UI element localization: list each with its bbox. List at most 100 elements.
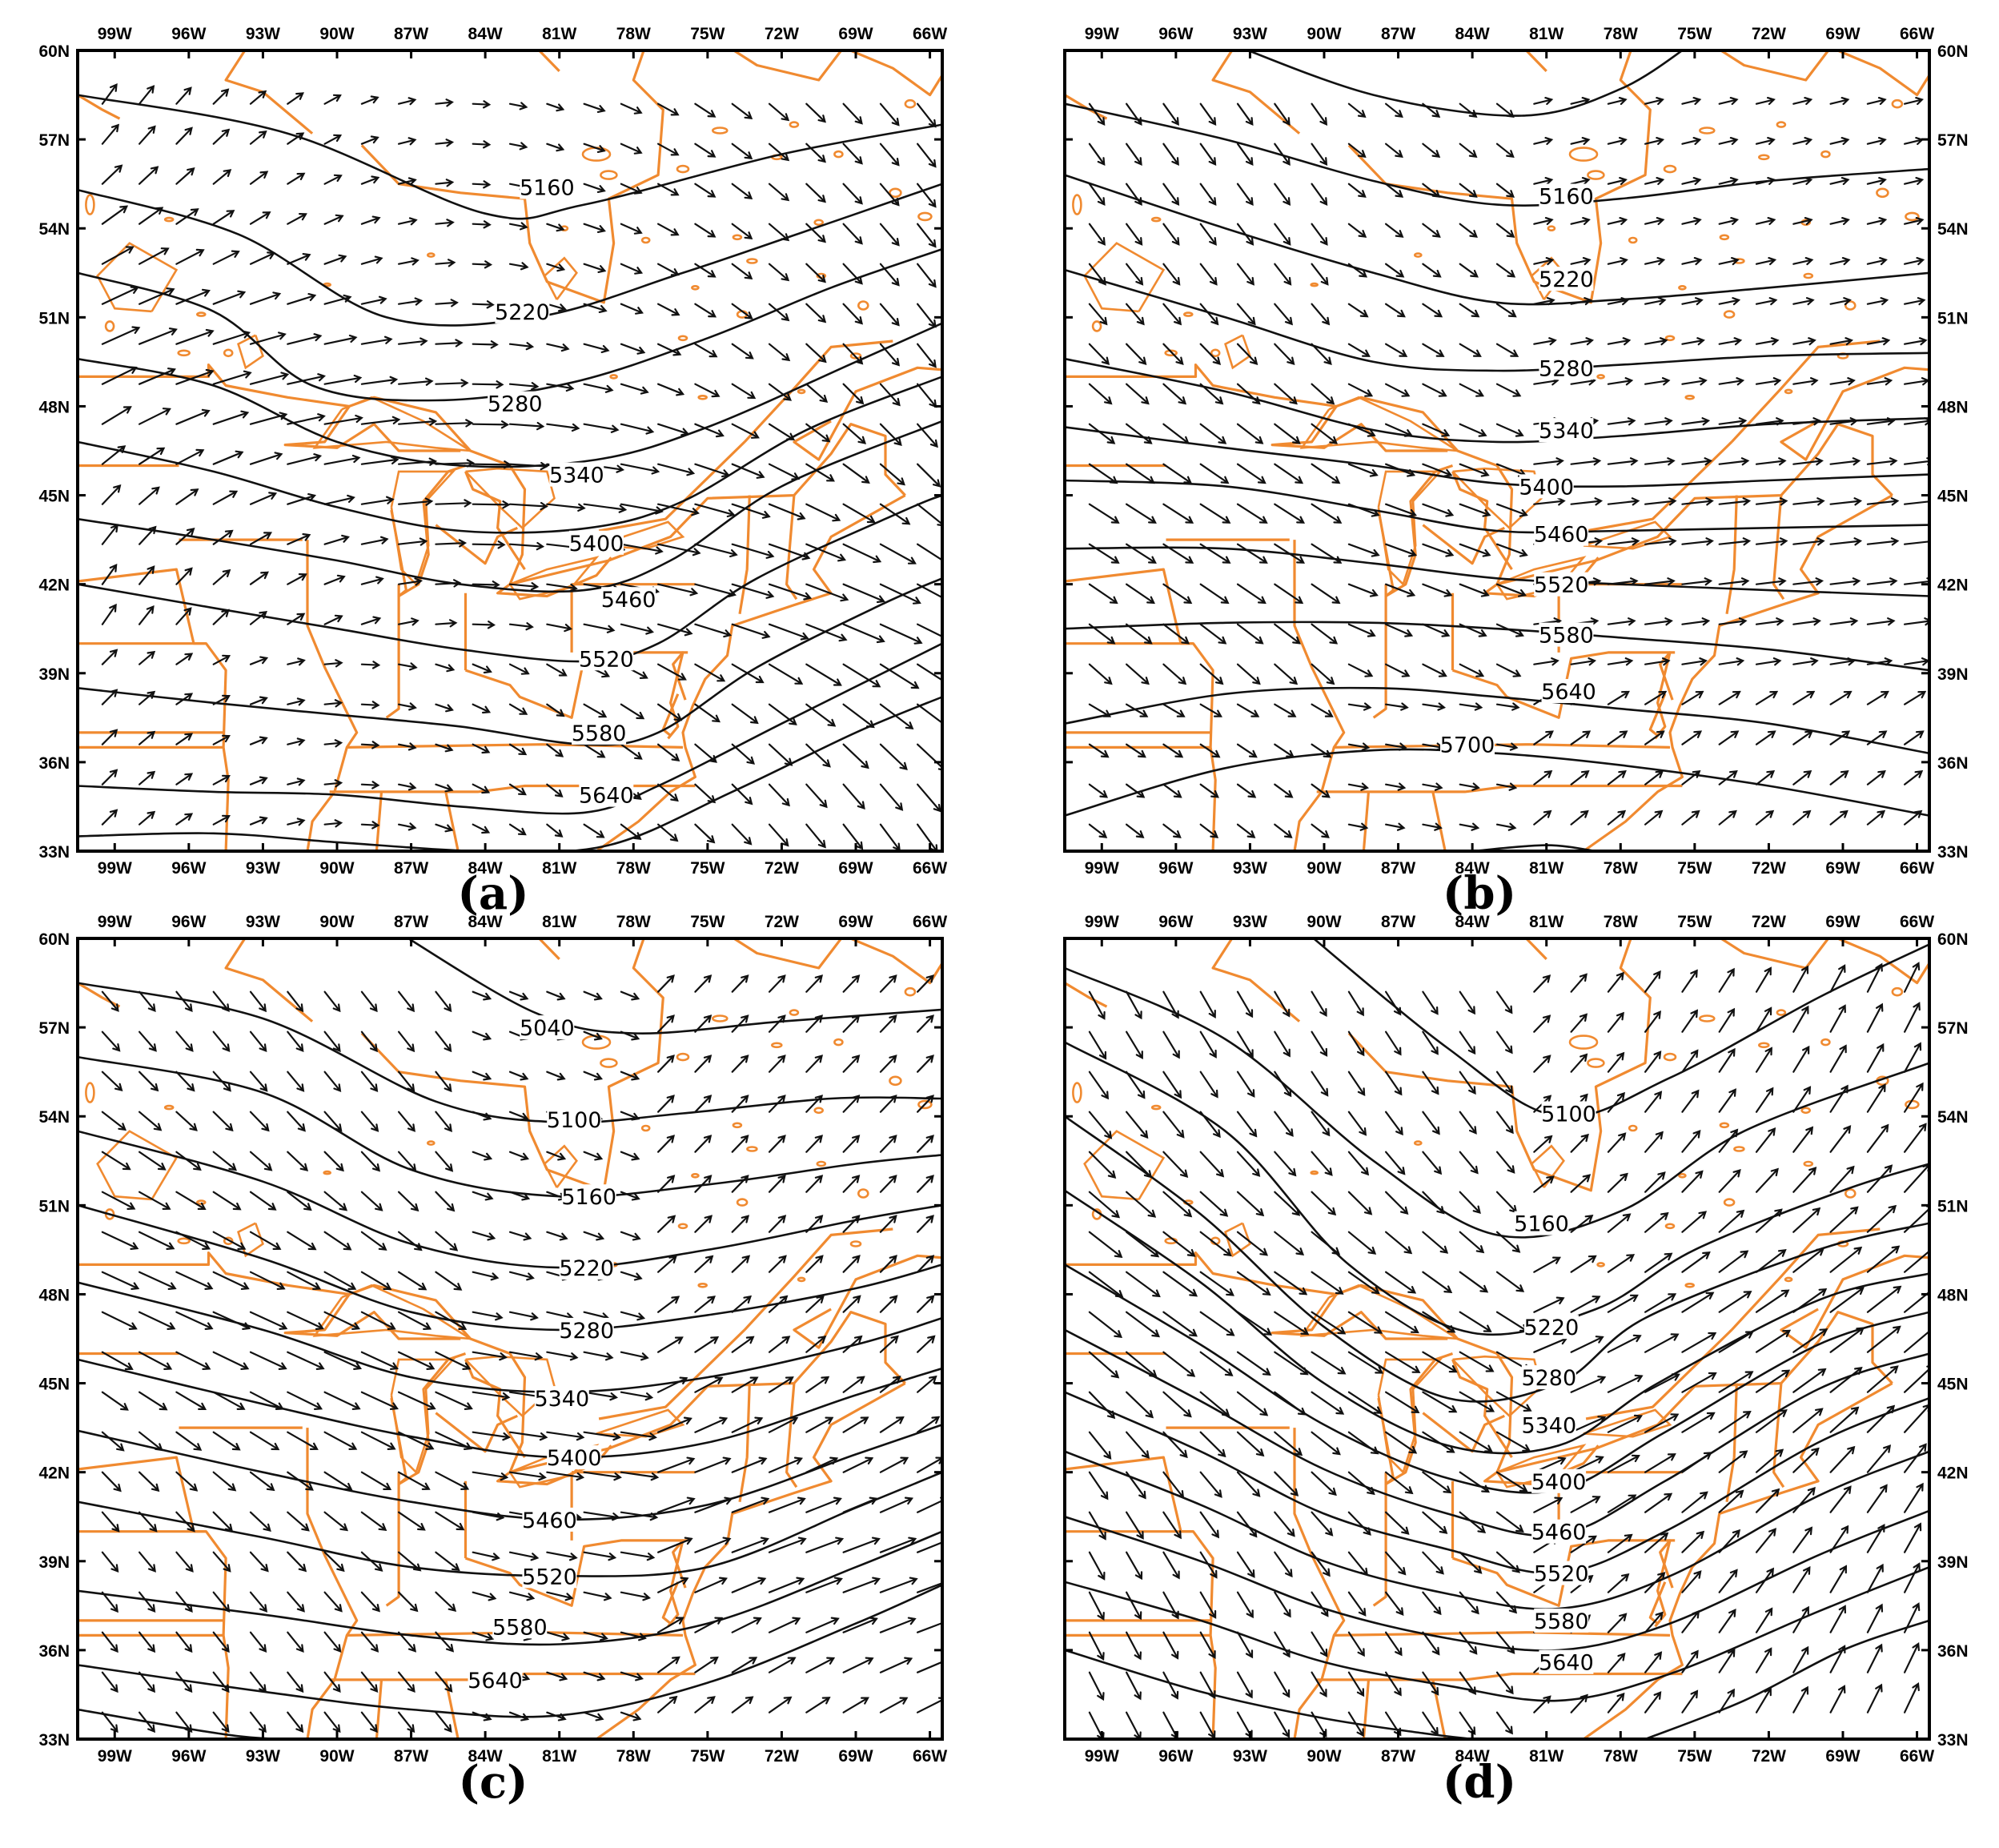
wind-arrow <box>1681 537 1714 546</box>
state-border-line <box>1730 339 1881 443</box>
geopotential-contour <box>1065 1649 1473 1739</box>
wind-arrow <box>620 102 643 114</box>
lon-label-top: 99W <box>98 913 132 931</box>
wind-arrow <box>1681 969 1698 993</box>
wind-arrow <box>1088 383 1113 405</box>
wind-arrow <box>1347 1311 1383 1334</box>
wind-arrow <box>138 327 178 345</box>
wind-arrow <box>842 303 863 325</box>
state-border-line <box>1065 364 1893 586</box>
wind-arrow <box>1422 1551 1444 1575</box>
island-outline <box>1210 348 1221 358</box>
wind-arrow <box>398 1591 419 1613</box>
wind-arrow <box>1644 1171 1666 1193</box>
wind-arrow <box>620 143 643 155</box>
wind-arrow <box>1644 297 1667 306</box>
island-outline <box>1684 1282 1696 1288</box>
wind-arrow <box>472 500 511 509</box>
wind-arrow <box>1755 217 1776 226</box>
island-outline <box>1150 1104 1162 1111</box>
wind-arrow <box>879 543 917 564</box>
wind-arrow <box>1755 1289 1790 1313</box>
panel-label: (a) <box>457 867 528 920</box>
wind-arrow <box>1162 1191 1193 1218</box>
wind-arrow <box>1459 1030 1476 1055</box>
island-outline <box>1547 225 1556 231</box>
wind-arrow <box>1347 1471 1375 1496</box>
lon-label-bottom: 72W <box>1752 1747 1786 1766</box>
state-border-line <box>1772 495 1785 601</box>
wind-arrow <box>1904 1325 1929 1353</box>
wind-arrow <box>508 1471 547 1481</box>
wind-arrow <box>1199 1030 1217 1059</box>
wind-arrow <box>175 167 195 185</box>
wind-arrow <box>138 1511 158 1533</box>
wind-arrow <box>360 456 399 465</box>
wind-arrow <box>1607 1494 1637 1513</box>
wind-arrow <box>1904 1123 1927 1153</box>
contour-label: 5640 <box>1539 1651 1594 1676</box>
wind-arrow <box>917 974 934 993</box>
wind-arrow <box>1792 577 1824 586</box>
wind-arrow <box>1199 503 1231 524</box>
wind-arrow <box>435 379 469 388</box>
wind-arrow <box>805 1496 842 1513</box>
axis-ticks: 99W99W96W96W93W93W90W90W87W87W84W84W81W8… <box>38 25 947 878</box>
state-border-line <box>1431 791 1447 851</box>
wind-arrow <box>175 653 194 665</box>
lon-label-top: 90W <box>319 913 354 931</box>
wind-arrow <box>212 1431 241 1451</box>
wind-arrow <box>435 1191 456 1212</box>
island-outline <box>600 1058 618 1068</box>
wind-arrow <box>287 1351 325 1370</box>
lon-label-bottom: 78W <box>1604 859 1638 878</box>
wind-arrow <box>1644 1333 1680 1353</box>
wind-arrow <box>1385 1111 1403 1136</box>
wind-arrow <box>1718 1291 1752 1313</box>
geopotential-contour <box>1065 102 1929 207</box>
wind-arrow <box>1718 1088 1736 1113</box>
wind-arrow <box>805 974 823 993</box>
wind-arrow <box>1644 1413 1680 1433</box>
wind-arrow <box>657 223 680 236</box>
wind-arrow <box>1274 1631 1291 1658</box>
wind-arrow <box>1792 97 1813 106</box>
wind-arrow <box>1570 1535 1597 1553</box>
wind-arrow <box>620 1711 642 1721</box>
wind-arrow <box>1347 1071 1366 1096</box>
state-border-line <box>1451 1359 1513 1458</box>
state-border-line <box>435 1412 518 1453</box>
wind-arrow <box>879 1456 909 1473</box>
wind-arrow <box>1347 623 1376 637</box>
wind-arrow <box>1199 1071 1218 1099</box>
wind-arrow <box>249 1231 282 1250</box>
wind-arrow <box>546 703 565 717</box>
wind-arrow <box>1570 810 1589 826</box>
lon-label-top: 75W <box>1677 25 1712 43</box>
wind-arrow <box>1422 543 1455 557</box>
wind-arrow <box>435 1271 463 1291</box>
wind-arrow <box>212 128 231 145</box>
lat-label-right: 60N <box>1937 42 1969 61</box>
lat-label-left: 60N <box>38 42 70 61</box>
lon-label-top: 78W <box>616 913 651 931</box>
wind-arrow <box>435 1231 459 1251</box>
wind-arrow <box>1199 343 1222 365</box>
wind-arrow <box>472 1191 494 1201</box>
island-outline <box>697 1282 708 1288</box>
wind-arrow <box>398 617 419 626</box>
lat-label-left: 36N <box>38 754 70 773</box>
wind-arrow <box>508 342 535 351</box>
wind-arrow <box>842 1537 881 1553</box>
wind-arrow <box>620 1311 646 1321</box>
wind-arrow <box>731 703 759 725</box>
island-outline <box>1803 272 1814 279</box>
wind-arrow <box>1459 702 1483 711</box>
island-outline <box>163 1104 175 1111</box>
wind-arrow <box>1718 1609 1736 1633</box>
lake-outline <box>543 256 578 300</box>
wind-arrow <box>249 1030 267 1052</box>
island-outline <box>677 1223 688 1230</box>
state-border-line <box>1316 784 1683 793</box>
wind-arrow <box>472 140 492 149</box>
